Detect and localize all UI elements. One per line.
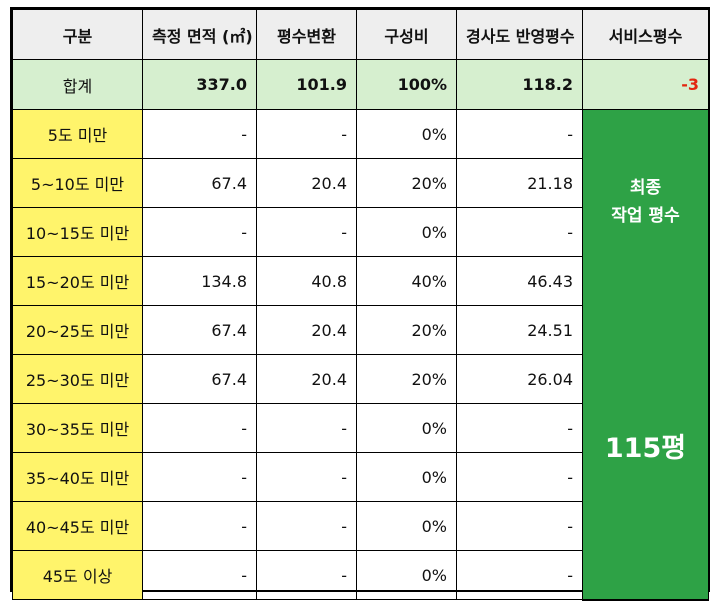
table-row: 40~45도 미만 - - 0% - (12, 501, 709, 551)
total-row: 합계 337.0 101.9 100% 118.2 -3 (12, 59, 709, 110)
row-ratio: 0% (356, 207, 457, 257)
row-ratio: 20% (356, 158, 457, 208)
row-category: 35~40도 미만 (12, 452, 143, 502)
table-row: 35~40도 미만 - - 0% - (12, 452, 709, 502)
row-ratio: 0% (356, 501, 457, 551)
row-ratio: 0% (356, 109, 457, 159)
row-pyeong: - (256, 550, 357, 600)
row-pyeong: 20.4 (256, 305, 357, 355)
row-adjusted: 24.51 (456, 305, 583, 355)
row-ratio: 20% (356, 354, 457, 404)
total-ratio: 100% (356, 59, 457, 110)
service-title: 최종 작업 평수 (584, 174, 708, 230)
row-adjusted: - (456, 501, 583, 551)
row-adjusted: - (456, 550, 583, 600)
total-label: 합계 (12, 59, 143, 110)
row-adjusted: - (456, 207, 583, 257)
row-category: 5도 미만 (12, 109, 143, 159)
slope-area-table: 구분 측정 면적 (㎡) 평수변환 구성비 경사도 반영평수 서비스평수 합계 … (12, 9, 709, 601)
row-ratio: 0% (356, 550, 457, 600)
table-row: 10~15도 미만 - - 0% - (12, 207, 709, 257)
row-category: 10~15도 미만 (12, 207, 143, 257)
row-category: 20~25도 미만 (12, 305, 143, 355)
row-category: 45도 이상 (12, 550, 143, 600)
header-category: 구분 (12, 9, 143, 60)
row-adjusted: - (456, 452, 583, 502)
row-pyeong: 20.4 (256, 354, 357, 404)
row-adjusted: - (456, 109, 583, 159)
row-ratio: 0% (356, 403, 457, 453)
row-adjusted: 21.18 (456, 158, 583, 208)
row-ratio: 0% (356, 452, 457, 502)
row-category: 30~35도 미만 (12, 403, 143, 453)
header-area: 측정 면적 (㎡) (142, 9, 257, 60)
row-area: - (142, 207, 257, 257)
row-pyeong: - (256, 452, 357, 502)
service-title-line1: 최종 (629, 178, 662, 198)
table-row: 20~25도 미만 67.4 20.4 20% 24.51 (12, 305, 709, 355)
slope-area-table-sheet: 구분 측정 면적 (㎡) 평수변환 구성비 경사도 반영평수 서비스평수 합계 … (10, 7, 710, 601)
row-area: - (142, 403, 257, 453)
row-area: - (142, 501, 257, 551)
row-area: 67.4 (142, 354, 257, 404)
row-adjusted: 46.43 (456, 256, 583, 306)
row-pyeong: 40.8 (256, 256, 357, 306)
row-category: 15~20도 미만 (12, 256, 143, 306)
row-area: - (142, 452, 257, 502)
row-category: 40~45도 미만 (12, 501, 143, 551)
header-pyeong: 평수변환 (256, 9, 357, 60)
total-service: -3 (582, 59, 709, 110)
row-pyeong: - (256, 403, 357, 453)
row-area: 134.8 (142, 256, 257, 306)
row-area: - (142, 109, 257, 159)
row-pyeong: - (256, 501, 357, 551)
row-adjusted: - (456, 403, 583, 453)
service-panel: 최종 작업 평수 115평 (582, 109, 709, 601)
row-area: 67.4 (142, 158, 257, 208)
row-area: 67.4 (142, 305, 257, 355)
header-service: 서비스평수 (582, 9, 709, 60)
header-ratio: 구성비 (356, 9, 457, 60)
table-row: 30~35도 미만 - - 0% - (12, 403, 709, 453)
table-row: 15~20도 미만 134.8 40.8 40% 46.43 (12, 256, 709, 306)
table-row: 5도 미만 - - 0% - 최종 작업 평수 115평 (12, 109, 709, 601)
service-value: 115평 (604, 433, 687, 464)
table-row: 5~10도 미만 67.4 20.4 20% 21.18 (12, 158, 709, 208)
row-category: 25~30도 미만 (12, 354, 143, 404)
header-adjusted: 경사도 반영평수 (456, 9, 583, 60)
total-pyeong: 101.9 (256, 59, 357, 110)
row-adjusted: 26.04 (456, 354, 583, 404)
row-pyeong: - (256, 109, 357, 159)
service-title-line2: 작업 평수 (611, 206, 680, 226)
row-category: 5~10도 미만 (12, 158, 143, 208)
row-ratio: 40% (356, 256, 457, 306)
row-pyeong: - (256, 207, 357, 257)
header-row: 구분 측정 면적 (㎡) 평수변환 구성비 경사도 반영평수 서비스평수 (12, 9, 709, 60)
table-row: 45도 이상 - - 0% - (12, 550, 709, 600)
row-area: - (142, 550, 257, 600)
total-adjusted: 118.2 (456, 59, 583, 110)
row-ratio: 20% (356, 305, 457, 355)
total-area: 337.0 (142, 59, 257, 110)
row-pyeong: 20.4 (256, 158, 357, 208)
